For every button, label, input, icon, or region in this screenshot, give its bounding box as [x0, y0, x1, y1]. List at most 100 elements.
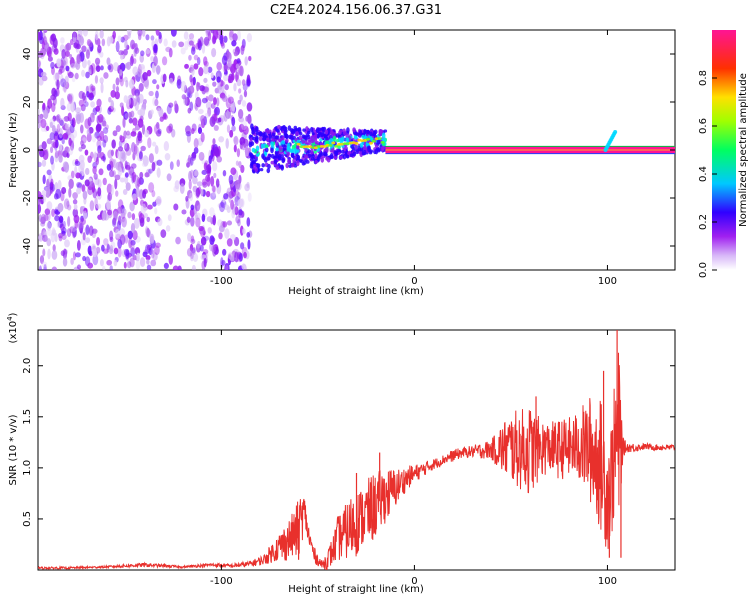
spectral-cell	[72, 199, 78, 205]
spectral-cell	[311, 146, 316, 150]
spectral-cell	[65, 65, 70, 72]
spectral-cell	[265, 144, 269, 148]
spectral-cell	[109, 230, 114, 241]
spectral-cell	[290, 149, 295, 154]
spectral-cell	[376, 139, 381, 145]
spectral-cell	[223, 193, 229, 200]
spectral-cell	[76, 43, 81, 50]
spectral-cell	[124, 113, 130, 119]
spectral-cell	[55, 188, 62, 199]
spectral-cell	[135, 92, 139, 104]
spectral-cell	[187, 232, 192, 242]
spectral-cell	[60, 97, 65, 109]
spectral-cell	[246, 33, 253, 43]
spectral-cell	[270, 153, 275, 159]
spectral-cell	[119, 69, 123, 76]
spectrogram-x-tick-label: 100	[598, 276, 617, 287]
snr-y-tick-label: 1.5	[22, 409, 33, 425]
spectral-cell	[247, 239, 251, 250]
spectral-cell	[96, 135, 102, 141]
spectral-cell	[87, 116, 92, 127]
spectral-cell	[270, 141, 274, 147]
spectral-cell	[185, 125, 191, 135]
spectral-cell	[352, 127, 356, 133]
spectral-cell	[74, 160, 81, 167]
spectral-cell	[68, 178, 74, 189]
spectral-cell	[152, 96, 159, 107]
spectral-cell	[136, 67, 143, 77]
spectral-cell	[131, 98, 138, 107]
spectral-cell	[63, 56, 68, 68]
spectral-cell	[246, 77, 251, 88]
spectral-cell	[193, 54, 199, 61]
spectral-cell	[106, 199, 111, 210]
spectral-cell	[38, 60, 41, 67]
spectral-cell	[247, 192, 252, 202]
spectral-cell	[174, 180, 180, 190]
spectral-cell	[61, 227, 67, 235]
snr-y-multiplier-base: (x10	[8, 321, 19, 344]
spectral-cell	[271, 132, 276, 137]
spectral-cell	[194, 214, 199, 221]
spectral-cell	[212, 81, 217, 87]
spectral-cell	[171, 40, 177, 48]
spectral-cell	[61, 186, 67, 195]
spectral-cell	[179, 183, 185, 194]
spectral-cell	[75, 172, 81, 179]
spectral-cell	[223, 35, 228, 43]
spectral-cell	[102, 177, 107, 186]
spectral-cell	[259, 167, 264, 172]
colorbar-tick-label: 0.4	[698, 166, 709, 182]
spectral-cell	[132, 255, 138, 261]
spectral-cell	[281, 157, 285, 162]
spectral-cell	[226, 220, 233, 226]
spectral-cell	[87, 245, 92, 255]
spectral-cell	[117, 35, 122, 43]
spectral-cell	[277, 138, 282, 143]
spectral-cell	[122, 117, 126, 128]
spectral-cell	[154, 98, 159, 107]
spectral-cell	[248, 55, 252, 62]
spectral-cell	[95, 124, 102, 133]
spectral-cell	[56, 58, 62, 68]
spectral-cell	[186, 162, 190, 168]
spectral-cell	[207, 66, 213, 73]
spectral-cell	[311, 153, 315, 158]
spectral-cell	[102, 120, 107, 127]
spectrogram-y-ticks: -40 -20 0 20 40	[22, 48, 675, 254]
spectral-cell	[207, 227, 212, 234]
spectral-cell	[241, 263, 246, 270]
spectral-cell	[83, 95, 87, 103]
spectral-cell	[302, 128, 306, 132]
spectral-cell	[115, 41, 120, 52]
spectral-cell	[67, 146, 74, 156]
spectral-cell	[103, 72, 109, 79]
spectral-cell	[50, 33, 57, 42]
spectral-cell	[128, 79, 135, 90]
spectral-cell	[96, 98, 102, 108]
spectral-cell	[69, 226, 74, 234]
spectral-cell	[91, 133, 97, 143]
spectral-cell	[226, 187, 232, 197]
spectral-cell	[203, 77, 208, 83]
spectral-cell	[190, 235, 195, 242]
spectral-cell	[57, 179, 62, 190]
spectral-cell	[195, 212, 201, 220]
spectral-cell	[236, 58, 241, 64]
spectral-cell	[74, 219, 79, 229]
spectral-cell	[189, 192, 194, 202]
spectral-cell	[231, 208, 236, 219]
spectral-cell	[113, 259, 118, 267]
spectral-cell	[69, 54, 73, 60]
spectral-cell	[244, 183, 250, 192]
spectral-cell	[146, 259, 150, 265]
spectral-cell	[377, 137, 382, 140]
spectral-cell	[349, 153, 354, 158]
spectral-cell	[141, 104, 146, 110]
spectral-cell	[38, 76, 44, 86]
spectral-cell	[142, 251, 148, 258]
spectral-cell	[172, 265, 179, 270]
spectral-cell	[119, 177, 125, 183]
spectral-cell	[66, 102, 72, 112]
spectral-cell	[67, 112, 72, 122]
